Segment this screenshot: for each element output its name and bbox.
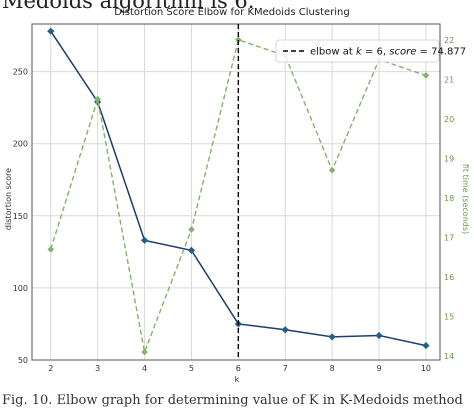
fit-time-marker [47,246,55,253]
y2-tick-label: 19 [444,154,454,163]
chart-title: Distortion Score Elbow for KMedoids Clus… [114,7,349,18]
fit-time-marker [328,166,336,174]
y2-tick-label: 16 [444,273,454,282]
fit-time-marker [235,36,242,44]
legend-box [275,39,440,63]
distortion-score-marker [187,246,196,255]
legend-elbow-label: elbow at k = 6, score = 74.877 [310,47,466,58]
distortion-score-marker [328,333,336,341]
x-tick-label: 7 [283,364,288,373]
fit-time-marker [141,348,148,356]
y-tick-label: 250 [13,68,28,77]
x-tick-label: 9 [376,364,381,373]
x-tick-label: 3 [95,364,100,373]
ticks-layer: 2 3 4 5 6 7 8 9 10 50 100 150 200 250 14 15 16 17 18 19 20 21… [13,36,454,373]
y-tick-label: 150 [13,212,28,221]
distortion-score-marker [422,341,430,350]
legend: elbow at k = 6, score = 74.877 [275,39,466,63]
x-tick-label: 8 [330,364,335,373]
fit-time-marker [422,72,430,79]
distortion-score-marker [47,27,55,35]
x-tick-label: 2 [48,364,53,373]
x-tick-label: 5 [189,364,194,373]
y-axis-label: distortion score [4,168,13,230]
y2-tick-label: 14 [444,352,454,361]
distortion-score-marker [281,326,289,334]
fit-time-marker [188,226,195,233]
y2-tick-label: 18 [444,194,454,203]
x-tick-label: 10 [421,364,431,373]
plot-area-border [31,23,441,361]
y2-tick-label: 15 [444,313,454,322]
x-tick-label: 6 [236,364,241,373]
distortion-score-marker [375,331,383,340]
y-tick-label: 50 [18,356,28,365]
y2-tick-label: 20 [444,115,454,124]
distortion-score-marker [140,236,149,244]
plot-frame [31,23,441,361]
page-heading: Medoids algorithm is 6. [2,0,255,13]
chart-grid [32,24,440,361]
elbow-chart: 2 3 4 5 6 7 8 9 10 50 100 150 200 250 14 15 16 17 18 19 20 21… [4,7,470,384]
y2-tick-label: 22 [444,36,454,45]
y2-tick-label: 21 [444,75,454,84]
y-tick-label: 100 [13,284,28,293]
y-tick-label: 200 [13,140,28,149]
y2-tick-label: 17 [444,233,454,242]
fit-time-line [50,38,427,355]
fit-time-marker [94,95,101,103]
figure-caption: Fig. 10. Elbow graph for determining val… [2,393,463,408]
x-tick-label: 4 [142,364,147,373]
y2-axis-label: fit time (seconds) [461,164,470,234]
x-axis-label: k [235,375,240,384]
